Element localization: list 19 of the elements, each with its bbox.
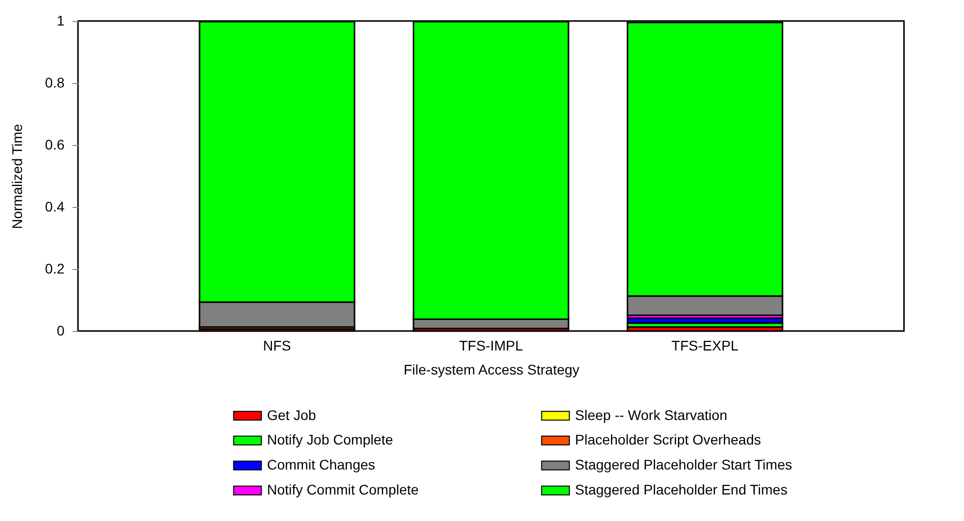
legend-label: Staggered Placeholder Start Times	[575, 456, 792, 472]
x-tick-label: NFS	[263, 338, 292, 354]
legend-label: Notify Job Complete	[267, 432, 394, 448]
y-tick-label: 0.2	[45, 260, 65, 276]
y-axis-title: Normalized Time	[9, 124, 26, 230]
legend-label: Commit Changes	[267, 456, 376, 472]
legend-label: Staggered Placeholder End Times	[575, 482, 788, 498]
legend-label: Notify Commit Complete	[267, 482, 419, 498]
legend-label: Get Job	[267, 406, 316, 423]
y-tick-label: 0.4	[45, 198, 65, 214]
y-tick-label: 1	[56, 12, 65, 28]
legend-label: Sleep -- Work Starvation	[575, 406, 728, 423]
x-tick-label: TFS-IMPL	[459, 338, 524, 354]
x-tick-label: TFS-EXPL	[672, 338, 739, 354]
y-tick-label: 0.8	[45, 74, 65, 90]
x-axis-title: File-system Access Strategy	[404, 362, 580, 378]
legend-label: Placeholder Script Overheads	[575, 432, 761, 448]
y-tick-label: 0.6	[45, 136, 65, 152]
y-tick-label: 0	[56, 322, 65, 338]
